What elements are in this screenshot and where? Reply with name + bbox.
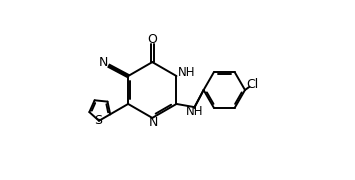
Text: NH: NH [178,66,196,79]
Text: O: O [147,33,157,46]
Text: N: N [99,57,108,69]
Text: N: N [148,116,158,129]
Text: S: S [94,114,102,127]
Text: NH: NH [185,105,203,118]
Text: Cl: Cl [246,78,258,91]
